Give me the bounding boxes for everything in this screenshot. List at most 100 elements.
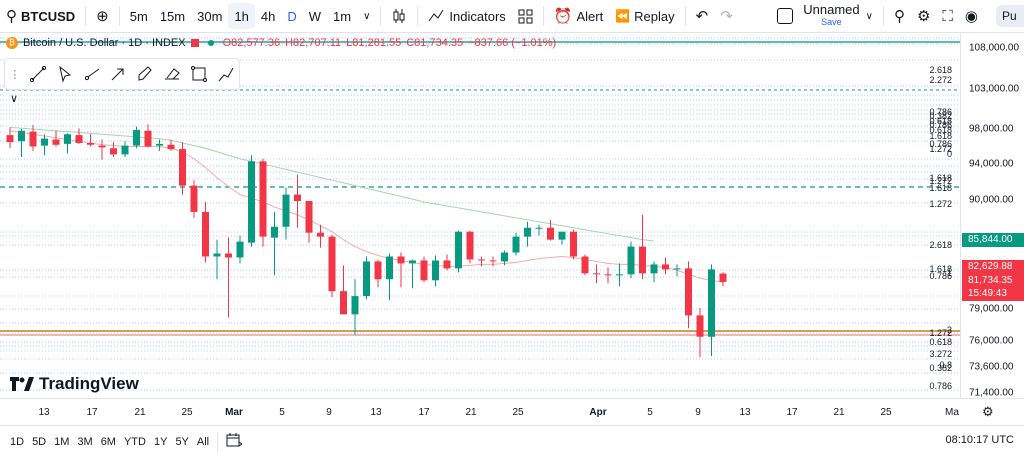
interval-5m[interactable]: 5m bbox=[129, 8, 148, 24]
range-5y[interactable]: 5Y bbox=[175, 435, 189, 448]
scale-settings-icon[interactable]: ⚙ bbox=[982, 404, 994, 419]
rectangle-icon[interactable] bbox=[190, 65, 208, 83]
candle-series bbox=[6, 124, 727, 358]
layout-save-status: Save bbox=[821, 17, 842, 27]
goto-date-button[interactable] bbox=[222, 433, 246, 450]
alert-button[interactable]: ⏰ Alert bbox=[548, 3, 609, 29]
candle-body bbox=[708, 269, 715, 337]
settings-button[interactable]: ⚙ bbox=[911, 3, 936, 29]
candle-body bbox=[98, 145, 106, 148]
undo-button[interactable]: ↶ bbox=[690, 3, 715, 29]
arrow-icon[interactable] bbox=[109, 65, 127, 83]
snapshot-button[interactable]: ◉ bbox=[959, 3, 984, 29]
price-tick-label: 98,000.00 bbox=[969, 123, 1014, 135]
price-tick-label: 73,600.00 bbox=[969, 361, 1014, 373]
trend-line-icon[interactable] bbox=[29, 65, 47, 83]
chevron-down-icon: ∨ bbox=[865, 10, 873, 22]
time-tick-label: 13 bbox=[739, 407, 751, 418]
brush-icon[interactable] bbox=[136, 65, 154, 83]
collapse-legend-button[interactable]: ∨ bbox=[10, 93, 19, 105]
time-tick-label: Apr bbox=[589, 407, 607, 418]
candle-body bbox=[271, 226, 278, 238]
grid-icon bbox=[518, 9, 533, 23]
candle-body bbox=[432, 260, 439, 281]
candle-body bbox=[340, 291, 347, 315]
interval-1h[interactable]: 1h bbox=[228, 3, 255, 29]
horizontal-levels bbox=[0, 37, 960, 391]
cursor-icon[interactable] bbox=[56, 65, 74, 83]
layouts-button[interactable] bbox=[512, 3, 539, 29]
divider bbox=[118, 6, 120, 26]
ma-long-line bbox=[9, 126, 655, 242]
drawing-toolbar: ⋮ bbox=[4, 58, 240, 90]
candle-body bbox=[29, 131, 37, 147]
redo-button[interactable]: ↷ bbox=[714, 3, 739, 29]
legend-close: C81,734.35 bbox=[406, 37, 464, 49]
candle-body bbox=[455, 231, 462, 269]
price-axis[interactable]: 108,000.00 103,000.00 98,000.00 94,000.00 90… bbox=[960, 33, 1024, 399]
interval-dropdown[interactable]: ∨ bbox=[357, 3, 376, 29]
interval-15m[interactable]: 15m bbox=[159, 8, 186, 24]
time-tick-label: 13 bbox=[38, 407, 50, 418]
fib-level-label: 0.618 bbox=[929, 116, 952, 126]
layout-select-button[interactable]: Unnamed Save ∨ bbox=[771, 3, 879, 29]
time-tick-label: 25 bbox=[181, 407, 193, 418]
interval-30m[interactable]: 30m bbox=[197, 8, 223, 24]
indicators-icon bbox=[428, 9, 444, 22]
time-tick-label: Ma bbox=[945, 407, 959, 418]
candle-body bbox=[478, 259, 485, 261]
fullscreen-icon: ⛶ bbox=[942, 7, 953, 25]
camera-icon: ◉ bbox=[964, 8, 978, 25]
fib-level-label: 3.272 bbox=[929, 349, 952, 359]
fib-level-label: 0.786 bbox=[929, 107, 952, 117]
drag-handle-icon[interactable]: ⋮ bbox=[9, 68, 21, 81]
undo-icon: ↶ bbox=[695, 8, 709, 25]
utc-clock[interactable]: 08:10:17 UTC bbox=[945, 434, 1014, 446]
range-ytd[interactable]: YTD bbox=[123, 435, 146, 448]
chart-type-button[interactable] bbox=[385, 3, 413, 29]
chart-canvas[interactable] bbox=[0, 33, 960, 398]
interval-w[interactable]: W bbox=[308, 8, 322, 24]
replay-button[interactable]: ⏪ Replay bbox=[609, 3, 680, 29]
range-6m[interactable]: 6M bbox=[100, 435, 116, 448]
time-axis[interactable]: ⚙ 13 17 21 25 Mar 5 9 13 17 21 25 Apr 5 9 13 17 21 25 Ma bbox=[0, 398, 1024, 423]
indicators-button[interactable]: Indicators bbox=[422, 3, 511, 29]
gear-icon: ⚙ bbox=[916, 8, 931, 25]
price-tick-label: 108,000.00 bbox=[969, 42, 1020, 54]
publish-button[interactable]: Pu bbox=[996, 5, 1024, 27]
range-3m[interactable]: 3M bbox=[77, 435, 93, 448]
range-all[interactable]: All bbox=[196, 435, 210, 448]
fullscreen-button[interactable]: ⛶ bbox=[936, 3, 959, 29]
add-symbol-icon: ⊕ bbox=[96, 8, 109, 25]
ray-icon[interactable] bbox=[83, 65, 101, 83]
range-1y[interactable]: 1Y bbox=[153, 435, 168, 448]
range-1m[interactable]: 1M bbox=[54, 435, 70, 448]
divider bbox=[882, 6, 884, 26]
interval-1m[interactable]: 1m bbox=[333, 8, 352, 24]
bitcoin-icon: ₿ bbox=[6, 37, 18, 49]
interval-d[interactable]: D bbox=[287, 8, 297, 24]
path-icon[interactable] bbox=[217, 65, 235, 83]
compare-button[interactable]: ⊕ bbox=[90, 3, 115, 29]
candle-body bbox=[248, 161, 255, 243]
quick-search-button[interactable]: ⚲ bbox=[888, 3, 911, 29]
eraser-icon[interactable] bbox=[163, 65, 181, 83]
symbol-search[interactable]: ⚲ BTCUSD bbox=[0, 3, 81, 29]
candle-body bbox=[627, 246, 635, 275]
interval-4h[interactable]: 4h bbox=[260, 8, 276, 24]
range-1d[interactable]: 1D bbox=[10, 435, 25, 448]
range-5d[interactable]: 5D bbox=[32, 435, 47, 448]
tradingview-logo[interactable]: TradingView bbox=[10, 374, 139, 394]
candle-body bbox=[524, 227, 531, 237]
fib-level-label: 0.618 bbox=[929, 337, 952, 347]
candle-body bbox=[351, 296, 359, 315]
price-tick-label: 71,400.00 bbox=[969, 387, 1014, 399]
candle-body bbox=[616, 274, 623, 276]
fib-level-label: 1.272 bbox=[929, 176, 952, 186]
search-icon: ⚲ bbox=[893, 8, 905, 25]
candle-body bbox=[673, 268, 681, 270]
search-icon: ⚲ bbox=[6, 8, 17, 25]
divider bbox=[684, 6, 686, 26]
fib-level-label: 3 bbox=[946, 325, 952, 335]
fib-level-label: 0.786 bbox=[929, 381, 952, 391]
